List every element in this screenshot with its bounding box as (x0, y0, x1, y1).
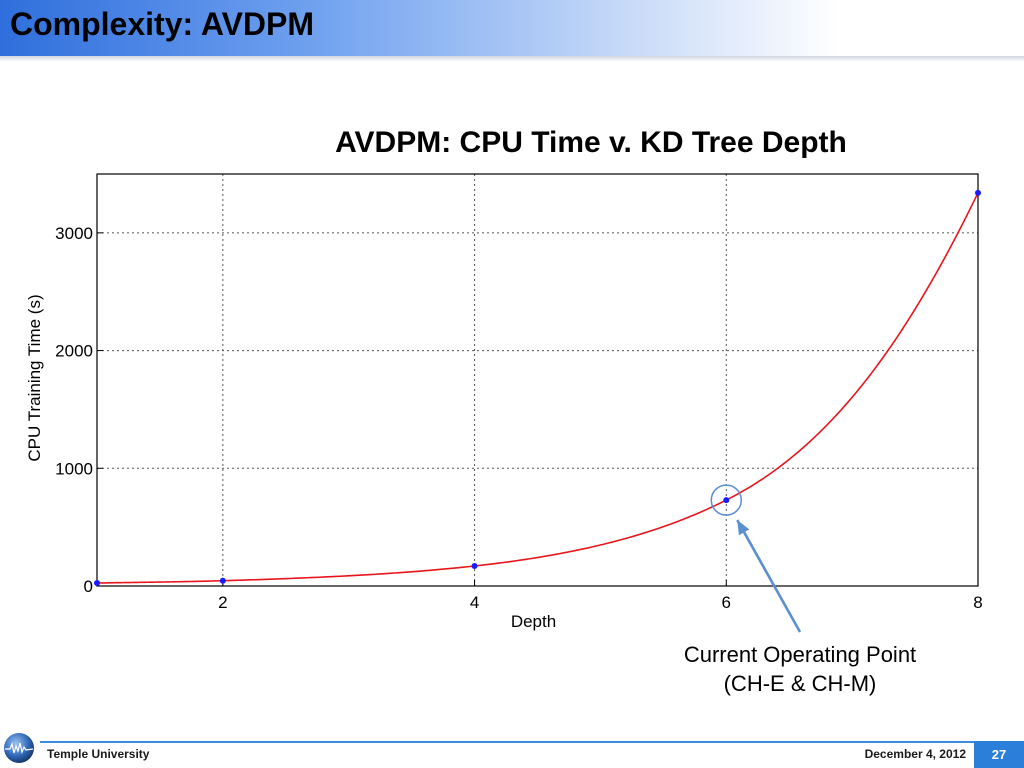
footer-rule (40, 741, 1016, 743)
data-point (219, 577, 226, 584)
operating-point-circle (710, 484, 743, 516)
data-point (94, 580, 100, 587)
data-point (975, 189, 981, 196)
data-point (723, 497, 730, 504)
callout-arrow-shaft (736, 519, 802, 633)
globe-logo-icon (4, 733, 34, 763)
plot-area (97, 174, 978, 586)
chart-title: AVDPM: CPU Time v. KD Tree Depth (335, 126, 847, 159)
slide-header (0, 0, 1024, 56)
callout-line-2: (CH-E & CH-M) (723, 671, 877, 696)
x-tick-label: 2 (218, 593, 227, 612)
y-tick-label: 1000 (55, 459, 93, 478)
x-axis-label: Depth (511, 612, 556, 631)
y-axis-label: CPU Training Time (s) (25, 294, 44, 461)
x-tick-label: 8 (973, 593, 982, 612)
y-tick-label: 3000 (55, 224, 93, 243)
x-tick-label: 4 (470, 593, 479, 612)
page-number-badge: 27 (974, 741, 1024, 768)
header-rule (0, 56, 1024, 62)
page-number: 27 (991, 747, 1007, 762)
callout-arrow-head (737, 520, 750, 536)
plot-frame (96, 173, 979, 587)
y-tick-label: 2000 (55, 342, 93, 361)
callout-line-1: Current Operating Point (683, 642, 917, 667)
callout-text: Current Operating Point (CH-E & CH-M) (650, 640, 950, 698)
footer-date: December 4, 2012 (864, 747, 966, 761)
footer-organization: Temple University (47, 747, 150, 761)
y-tick-label: 0 (84, 577, 93, 596)
data-point (471, 562, 478, 569)
slide-title: Complexity: AVDPM (10, 6, 315, 42)
x-tick-label: 6 (722, 593, 731, 612)
